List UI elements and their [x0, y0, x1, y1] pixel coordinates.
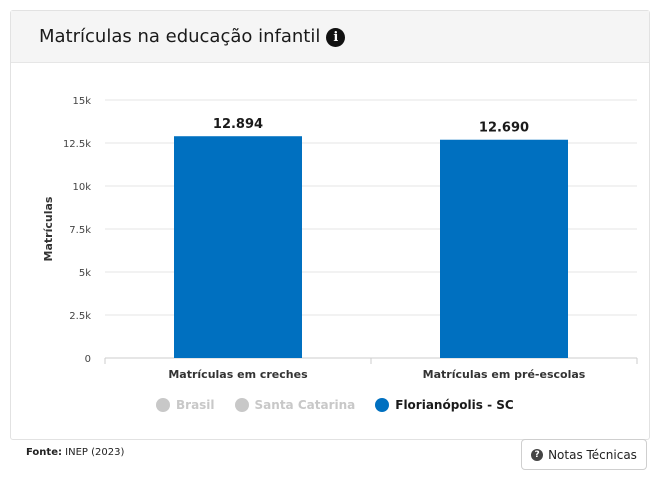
- x-tick-label: Matrículas em pré-escolas: [423, 368, 586, 381]
- y-axis-title: Matrículas: [42, 196, 55, 261]
- legend-dot-icon: [375, 398, 390, 412]
- bar: [440, 139, 568, 358]
- y-tick-label: 15k: [72, 96, 91, 107]
- source-note: Fonte: INEP (2023): [26, 447, 124, 458]
- legend-label: Brasil: [176, 398, 215, 412]
- y-tick-label: 0: [85, 354, 91, 365]
- legend-label: Santa Catarina: [254, 398, 356, 412]
- bar: [174, 136, 302, 358]
- legend-item-florianopolis[interactable]: Florianópolis - SC: [375, 398, 514, 412]
- legend-item-brasil[interactable]: Brasil: [156, 398, 215, 412]
- source-value: INEP (2023): [65, 447, 125, 458]
- notes-tecnicas-button[interactable]: ? Notas Técnicas: [521, 439, 647, 470]
- source-label: Fonte:: [26, 447, 62, 458]
- data-label: 12.894: [213, 117, 263, 132]
- y-tick-label: 12.5k: [63, 139, 91, 150]
- notes-button-label: Notas Técnicas: [548, 447, 637, 462]
- legend-dot-icon: [156, 398, 170, 412]
- x-tick-label: Matrículas em creches: [168, 368, 308, 381]
- legend-item-santa-catarina[interactable]: Santa Catarina: [234, 398, 356, 412]
- legend: Brasil Santa Catarina Florianópolis - SC: [156, 398, 534, 412]
- y-tick-label: 5k: [79, 268, 91, 279]
- question-circle-icon: ?: [531, 448, 544, 461]
- y-tick-label: 10k: [72, 182, 91, 193]
- info-circle-icon[interactable]: i: [326, 28, 346, 47]
- y-tick-label: 2.5k: [69, 311, 91, 322]
- y-tick-label: 7.5k: [69, 225, 91, 236]
- legend-dot-icon: [234, 398, 249, 412]
- legend-label: Florianópolis - SC: [395, 398, 514, 412]
- data-label: 12.690: [479, 121, 529, 136]
- card-header: Matrículas na educação infantil i: [11, 11, 649, 63]
- bar-chart: 0 2.5k 5k 7.5k 10k 12.5k 15k Matrículas 12.894 Ma…: [42, 96, 638, 381]
- chart-title: Matrículas na educação infantil: [39, 26, 321, 47]
